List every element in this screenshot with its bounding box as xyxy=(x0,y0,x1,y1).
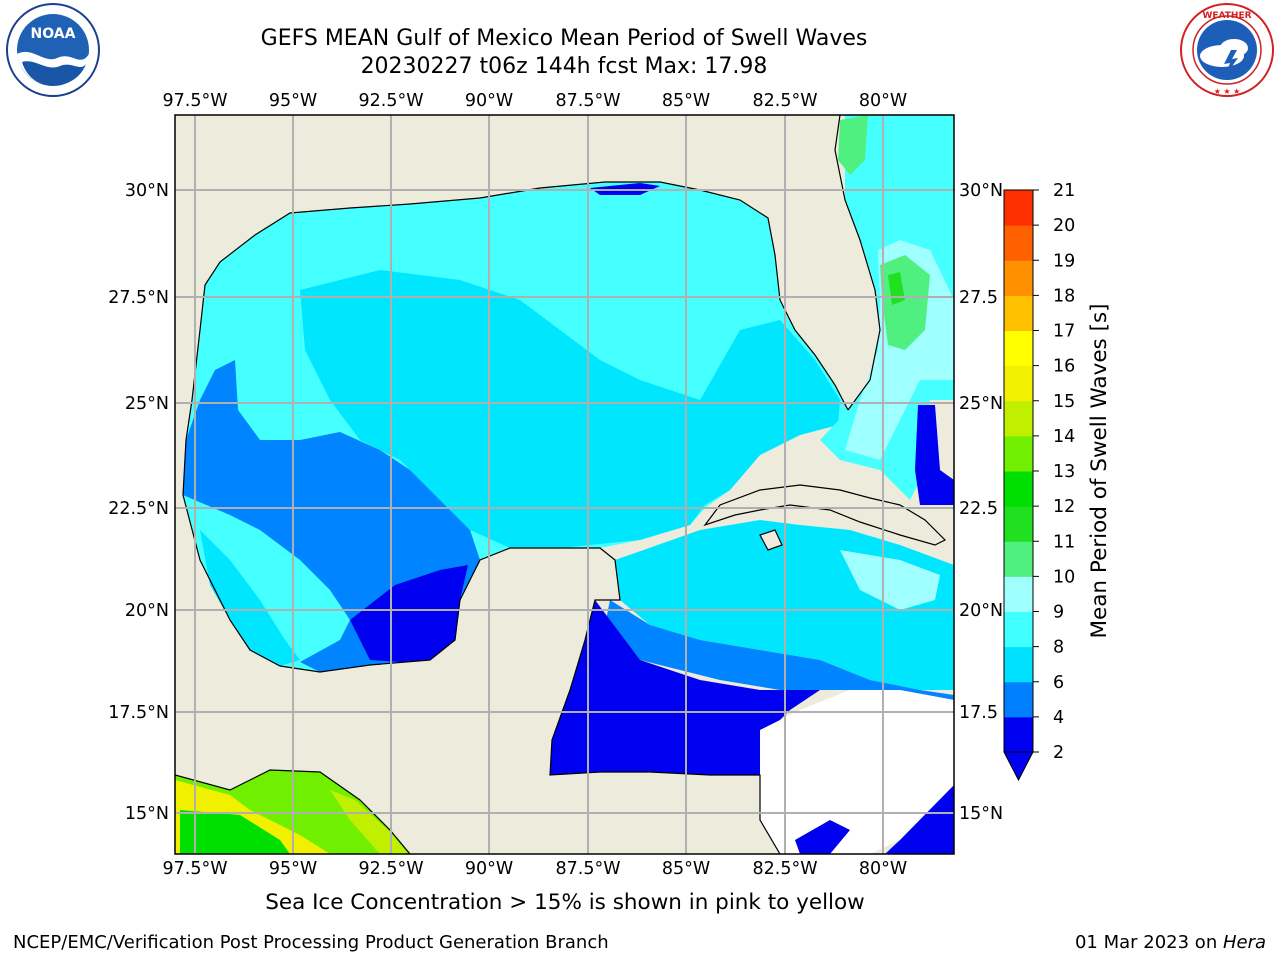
colorbar-bin xyxy=(1004,190,1033,226)
lat-label-right: 27.5 xyxy=(959,288,998,308)
gulf-cyan-zone-west xyxy=(200,530,300,666)
lon-label-top: 92.5°W xyxy=(358,91,423,111)
colorbar-tick-label: 10 xyxy=(1053,567,1075,587)
caribbean-light-zone xyxy=(840,550,940,610)
gulf-cyan-zone-east xyxy=(700,320,840,505)
florida-east-coastline xyxy=(834,115,881,411)
colorbar-tick-label: 8 xyxy=(1053,638,1064,658)
colorbar-tick-label: 19 xyxy=(1053,251,1075,271)
lat-label-right: 17.5 xyxy=(959,703,998,723)
colorbar-bin xyxy=(1004,400,1033,437)
map-title: GEFS MEAN Gulf of Mexico Mean Period of … xyxy=(260,26,868,51)
lat-label-right: 30°N xyxy=(959,181,1003,201)
footer-producer: NCEP/EMC/Verification Post Processing Pr… xyxy=(13,932,609,953)
lat-label-right: 20°N xyxy=(959,601,1003,621)
colorbar xyxy=(1003,189,1034,782)
mexico-coastline xyxy=(182,494,781,854)
colorbar-bin xyxy=(1004,225,1033,261)
colorbar-bin xyxy=(1004,330,1033,367)
lon-label-bottom: 92.5°W xyxy=(358,859,423,879)
svg-text:★ ★ ★: ★ ★ ★ xyxy=(1214,87,1241,96)
caribbean-deep-patch-s xyxy=(795,820,850,854)
colorbar-bin xyxy=(1004,611,1033,648)
atlantic-green-zone-north xyxy=(838,115,868,175)
pacific-yellow-band xyxy=(330,790,408,854)
colorbar-bin xyxy=(1004,681,1033,718)
colorbar-bin xyxy=(1004,506,1033,542)
lon-label-top: 85°W xyxy=(662,91,710,111)
footer-date: 01 Mar 2023 on Hera xyxy=(1075,932,1266,953)
lon-label-top: 90°W xyxy=(465,91,513,111)
lon-label-top: 95°W xyxy=(269,91,317,111)
caribbean-deep-patch-se xyxy=(885,785,954,854)
colorbar-tick-label: 6 xyxy=(1053,673,1064,693)
lon-label-bottom: 85°W xyxy=(662,859,710,879)
colorbar-bin xyxy=(1004,716,1033,753)
colorbar-extend-min-arrow xyxy=(1003,751,1034,782)
lon-label-bottom: 87.5°W xyxy=(555,859,620,879)
colorbar-tick-label: 12 xyxy=(1053,497,1075,517)
lon-label-top: 80°W xyxy=(859,91,907,111)
pacific-green-zone xyxy=(180,810,290,854)
svg-text:WEATHER: WEATHER xyxy=(1202,11,1251,21)
noaa-logo-icon: NOAA xyxy=(6,3,100,97)
lat-label-right: 15°N xyxy=(959,804,1003,824)
map-subtitle: 20230227 t06z 144h fcst Max: 17.98 xyxy=(360,54,768,79)
colorbar-tick-label: 20 xyxy=(1053,216,1075,236)
lon-label-bottom: 97.5°W xyxy=(162,859,227,879)
lon-label-top: 82.5°W xyxy=(752,91,817,111)
colorbar-bin xyxy=(1004,646,1033,683)
lon-label-bottom: 80°W xyxy=(859,859,907,879)
footer-host: Hera xyxy=(1222,932,1266,953)
colorbar-bin xyxy=(1004,260,1033,296)
lon-label-top: 97.5°W xyxy=(162,91,227,111)
lon-label-bottom: 90°W xyxy=(465,859,513,879)
colorbar-bin xyxy=(1004,435,1033,472)
colorbar-tick-label: 16 xyxy=(1053,357,1075,377)
lat-label-left: 20°N xyxy=(125,601,169,621)
colorbar-tick-label: 15 xyxy=(1053,392,1075,412)
colorbar-bin xyxy=(1004,541,1033,577)
isle-of-youth xyxy=(759,529,783,551)
caribbean-mid-zone xyxy=(600,600,954,700)
graticule xyxy=(175,115,954,854)
lat-label-left: 22.5°N xyxy=(108,499,169,519)
bahamas-deep-zone xyxy=(915,405,954,505)
map-frame xyxy=(174,114,955,855)
colorbar-tick-label: 13 xyxy=(1053,462,1075,482)
lat-label-right: 25°N xyxy=(959,394,1003,414)
colorbar-label: Mean Period of Swell Waves [s] xyxy=(1087,303,1112,638)
lon-label-bottom: 95°W xyxy=(269,859,317,879)
colorbar-tick-label: 11 xyxy=(1053,532,1075,552)
colorbar-bin xyxy=(1004,295,1033,331)
colorbar-tick-label: 14 xyxy=(1053,427,1075,447)
colorbar-tick-label: 2 xyxy=(1053,743,1064,763)
lat-label-right: 22.5 xyxy=(959,499,998,519)
footer-date-text: 01 Mar 2023 on xyxy=(1074,932,1223,953)
colorbar-tick-label: 21 xyxy=(1053,181,1075,201)
colorbar-tick-label: 9 xyxy=(1053,603,1064,623)
lat-label-left: 15°N xyxy=(125,804,169,824)
lat-label-left: 30°N xyxy=(125,181,169,201)
colorbar-bin xyxy=(1004,576,1033,612)
lat-label-left: 27.5°N xyxy=(108,288,169,308)
svg-text:NOAA: NOAA xyxy=(31,26,76,42)
sea-ice-note: Sea Ice Concentration > 15% is shown in … xyxy=(265,890,865,915)
colorbar-tick-label: 18 xyxy=(1053,286,1075,306)
colorbar-bin xyxy=(1004,471,1033,507)
nws-logo-icon: WEATHER ★ ★ ★ xyxy=(1180,3,1274,97)
colorbar-tick-label: 17 xyxy=(1053,322,1075,342)
lat-label-left: 17.5°N xyxy=(108,703,169,723)
lat-label-left: 25°N xyxy=(125,394,169,414)
colorbar-bin xyxy=(1004,365,1033,402)
colorbar-tick-label: 4 xyxy=(1053,708,1064,728)
lon-label-bottom: 82.5°W xyxy=(752,859,817,879)
gulf-cyan-zone-central xyxy=(300,270,705,548)
lon-label-top: 87.5°W xyxy=(555,91,620,111)
cuba-island xyxy=(703,484,947,546)
gulf-deep-zone-campeche xyxy=(350,565,468,662)
